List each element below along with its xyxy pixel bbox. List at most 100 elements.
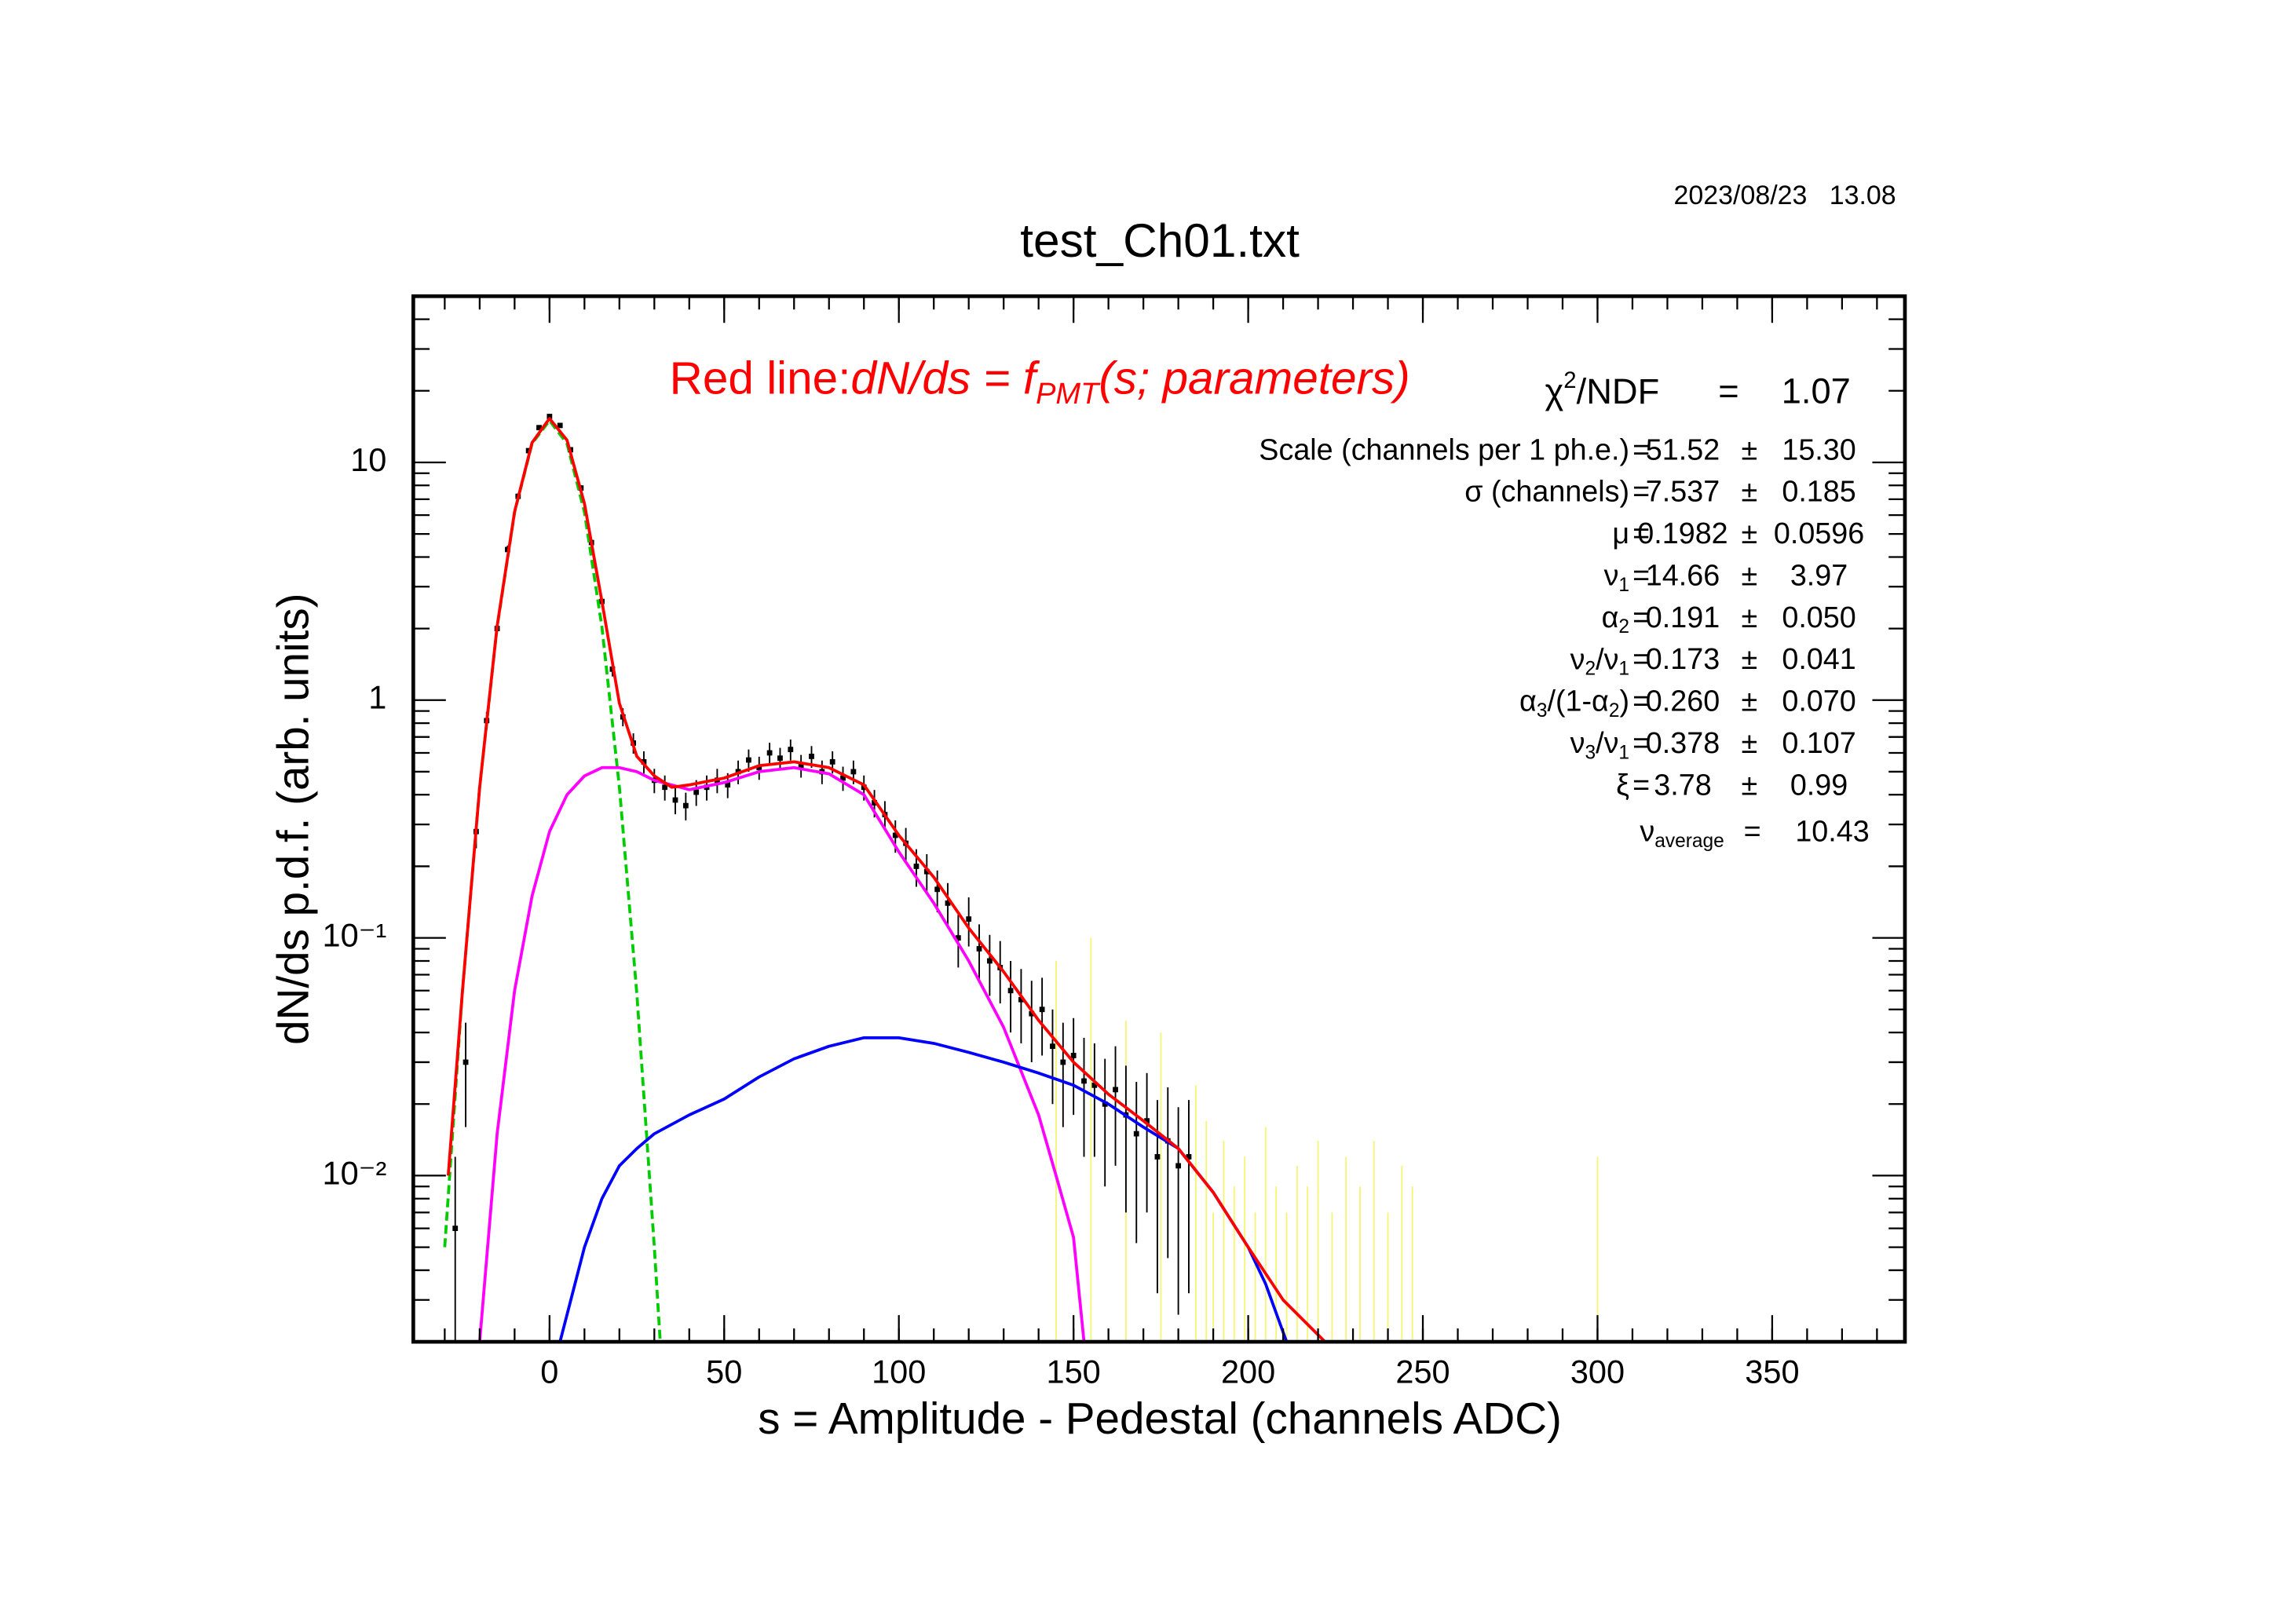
data-point	[976, 946, 982, 952]
text-part: dN/ds = f	[850, 353, 1040, 404]
data-point	[829, 759, 835, 765]
text-part: ν	[1570, 726, 1585, 759]
param-error: 0.99	[1790, 768, 1848, 801]
text-part: /(1-α	[1547, 685, 1608, 718]
subscript: PMT	[1036, 378, 1101, 411]
data-point	[1186, 1154, 1192, 1160]
annotation: Red line:dN/ds = fPMT(s; parameters)	[670, 353, 1410, 411]
param-equals: =	[1632, 726, 1650, 759]
param-error: 15.30	[1782, 433, 1855, 466]
data-point	[1060, 1059, 1066, 1065]
data-point	[945, 900, 951, 906]
data-point	[1007, 988, 1014, 994]
chi2-equals: =	[1718, 371, 1738, 411]
param-value: 3.78	[1654, 768, 1711, 801]
text-part: 2	[1563, 367, 1576, 393]
data-point	[934, 886, 941, 893]
param-pm: ±	[1742, 517, 1758, 550]
param-label: νaverage	[1640, 814, 1724, 852]
data-point	[955, 935, 961, 941]
x-tick-label: 250	[1395, 1353, 1450, 1390]
param-pm: ±	[1742, 642, 1758, 675]
text-part: μ	[1612, 517, 1629, 550]
x-tick-label: 50	[706, 1353, 742, 1390]
data-point	[462, 1059, 469, 1065]
data-point	[923, 868, 930, 875]
param-error: 0.185	[1782, 475, 1855, 508]
data-point	[1029, 1010, 1035, 1017]
subscript: 3	[1537, 700, 1548, 721]
param-pm: ±	[1742, 558, 1758, 591]
fit-curve	[443, 418, 662, 1343]
param-label: α3/(1-α2)	[1519, 685, 1629, 722]
param-label: σ (channels)	[1464, 475, 1629, 508]
subscript: 2	[1618, 617, 1629, 638]
param-equals: =	[1632, 768, 1650, 801]
param-label: μ	[1612, 517, 1629, 550]
param-equals: =	[1632, 685, 1650, 718]
y-tick-label: 10⁻²	[322, 1154, 386, 1191]
param-equals: =	[1632, 642, 1650, 675]
data-point	[662, 784, 668, 791]
text-part: /NDF	[1577, 371, 1660, 411]
param-error: 0.050	[1782, 601, 1855, 634]
x-tick-label: 350	[1745, 1353, 1799, 1390]
text-part: ξ	[1616, 768, 1629, 801]
x-tick-label: 150	[1047, 1353, 1101, 1390]
text-part: ν	[1570, 642, 1585, 675]
text-part: )	[1620, 685, 1630, 718]
data-point	[547, 414, 553, 419]
subscript: average	[1654, 831, 1724, 852]
param-value: 0.191	[1646, 601, 1720, 634]
data-point	[809, 754, 814, 759]
chi2-label: χ2/NDF	[1545, 367, 1660, 411]
data-point	[672, 797, 678, 803]
y-axis-label: dN/ds p.d.f. (arb. units)	[268, 593, 317, 1044]
x-axis-label: s = Amplitude - Pedestal (channels ADC)	[758, 1394, 1562, 1443]
param-value: 0.260	[1646, 685, 1720, 718]
param-label: ν1	[1604, 558, 1629, 596]
data-point	[788, 747, 794, 753]
param-label: α2	[1602, 601, 1629, 638]
x-tick-label: 0	[540, 1353, 558, 1390]
data-point	[850, 769, 857, 775]
data-point	[452, 1226, 459, 1232]
data-point	[766, 750, 773, 756]
timestamp: 2023/08/23 13.08	[1674, 181, 1896, 210]
param-value: 0.173	[1646, 642, 1720, 675]
data-point	[1050, 1043, 1055, 1050]
data-point	[1070, 1053, 1077, 1058]
param-equals: =	[1632, 433, 1650, 466]
param-value: 7.537	[1646, 475, 1720, 508]
param-error: 3.97	[1790, 558, 1848, 591]
subscript: 2	[1585, 659, 1596, 680]
param-equals: =	[1632, 558, 1650, 591]
param-value: 0.1982	[1637, 517, 1727, 550]
text-part: α	[1519, 685, 1537, 718]
param-pm: ±	[1742, 726, 1758, 759]
chi2-value: 1.07	[1782, 371, 1851, 411]
y-tick-label: 1	[368, 679, 386, 716]
param-equals: =	[1632, 601, 1650, 634]
data-point	[1175, 1163, 1182, 1169]
param-value: 51.52	[1646, 433, 1720, 466]
data-point	[1144, 1118, 1150, 1124]
param-label: ν2/ν1	[1570, 642, 1629, 680]
data-point	[966, 916, 972, 922]
text-part: ν	[1604, 558, 1619, 591]
axes: 0 50 100 150 200 250 300 350 10⁻² 10⁻¹ 1 10	[322, 295, 1905, 1390]
param-equals: =	[1632, 475, 1650, 508]
data-point	[892, 832, 898, 838]
subscript: 1	[1618, 743, 1629, 764]
data-point	[1039, 1006, 1045, 1013]
text-part: /ν	[1596, 726, 1618, 759]
plot-area	[443, 414, 1599, 1343]
param-equals: =	[1632, 517, 1650, 550]
text-part: ν	[1640, 814, 1654, 847]
text-part: /ν	[1596, 642, 1618, 675]
data-point	[840, 775, 846, 781]
data-point	[798, 762, 804, 769]
data-point	[756, 765, 762, 771]
data-point	[913, 864, 919, 869]
